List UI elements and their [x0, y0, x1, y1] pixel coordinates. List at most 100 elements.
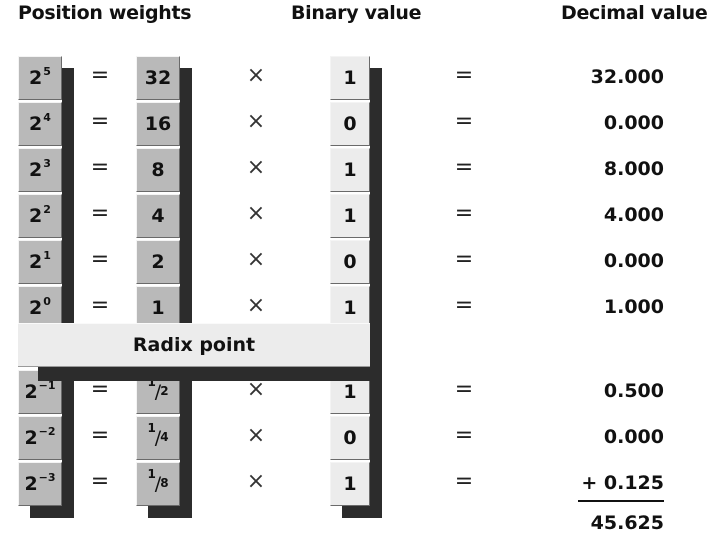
fraction-slash: /: [154, 381, 162, 403]
lower-equals-1: =: [90, 377, 110, 402]
upper-bit-cell-4: 0: [330, 240, 370, 284]
power-exponent: 0: [43, 294, 51, 308]
power-exponent: −3: [38, 470, 56, 484]
fraction-denominator: 4: [160, 430, 169, 444]
fraction-numerator: 1: [147, 375, 156, 389]
lower-bit-cell-2: 1: [330, 462, 370, 506]
upper-equals-2: =: [454, 293, 474, 318]
upper-equals-1: =: [90, 109, 110, 134]
upper-equals-1: =: [90, 293, 110, 318]
fraction-numerator: 1: [147, 467, 156, 481]
lower-times: ×: [246, 423, 266, 448]
lower-weight-cell-1: 1/4: [136, 416, 180, 460]
upper-equals-2: =: [454, 63, 474, 88]
header-decimal-value: Decimal value: [561, 2, 708, 24]
power-base: 2: [24, 473, 38, 495]
power-exponent: −2: [38, 424, 56, 438]
upper-bit-cell-2: 1: [330, 148, 370, 192]
bit-column-shadow: [370, 68, 382, 518]
upper-bit-cell-3: 1: [330, 194, 370, 238]
upper-weight-cell-3: 4: [136, 194, 180, 238]
fraction-denominator: 2: [160, 384, 169, 398]
upper-times: ×: [246, 201, 266, 226]
upper-equals-2: =: [454, 247, 474, 272]
weight-column-shadow: [180, 68, 192, 518]
power-base: 2: [29, 205, 43, 227]
power-exponent: 5: [43, 64, 51, 78]
power-exponent: 1: [43, 248, 51, 262]
power-base: 2: [29, 251, 43, 273]
upper-equals-2: =: [454, 109, 474, 134]
fraction-slash: /: [154, 473, 162, 495]
upper-weight-cell-5: 1: [136, 286, 180, 330]
power-exponent: 4: [43, 110, 51, 124]
upper-equals-1: =: [90, 201, 110, 226]
header-position-weights: Position weights: [18, 2, 192, 24]
power-base: 2: [29, 297, 43, 319]
radix-bar-shadow: [38, 367, 370, 381]
lower-equals-1: =: [90, 469, 110, 494]
fraction-weight: 1/2: [147, 375, 169, 403]
power-exponent: −1: [38, 378, 56, 392]
upper-equals-1: =: [90, 155, 110, 180]
power-column-bottom-shadow: [30, 506, 74, 518]
lower-weight-cell-2: 1/8: [136, 462, 180, 506]
lower-decimal-value-1: 0.000: [603, 426, 664, 448]
lower-decimal-value-2: + 0.125: [581, 472, 664, 494]
lower-power-cell-2: 2 −3: [18, 462, 62, 506]
power-base: 2: [24, 427, 38, 449]
power-base: 2: [29, 67, 43, 89]
bit-column-bottom-shadow: [342, 506, 382, 518]
power-exponent: 2: [43, 202, 51, 216]
upper-equals-1: =: [90, 63, 110, 88]
fraction-weight: 1/8: [147, 467, 169, 495]
radix-point-bar: Radix point: [18, 323, 370, 367]
upper-times: ×: [246, 63, 266, 88]
total-value: 45.625: [590, 512, 664, 534]
power-base: 2: [24, 381, 38, 403]
header-binary-value: Binary value: [291, 2, 422, 24]
lower-power-cell-1: 2 −2: [18, 416, 62, 460]
upper-times: ×: [246, 247, 266, 272]
lower-times: ×: [246, 469, 266, 494]
lower-decimal-value-0: 0.500: [603, 380, 664, 402]
power-base: 2: [29, 159, 43, 181]
upper-times: ×: [246, 155, 266, 180]
power-base: 2: [29, 113, 43, 135]
power-column-shadow: [62, 68, 74, 518]
upper-decimal-value-4: 0.000: [603, 250, 664, 272]
lower-equals-2: =: [454, 423, 474, 448]
upper-weight-cell-0: 32: [136, 56, 180, 100]
fraction-slash: /: [154, 427, 162, 449]
fraction-numerator: 1: [147, 421, 156, 435]
fraction-denominator: 8: [160, 476, 169, 490]
lower-equals-1: =: [90, 423, 110, 448]
upper-weight-cell-1: 16: [136, 102, 180, 146]
lower-bit-cell-1: 0: [330, 416, 370, 460]
upper-decimal-value-2: 8.000: [603, 158, 664, 180]
upper-bit-cell-0: 1: [330, 56, 370, 100]
weight-column-bottom-shadow: [148, 506, 192, 518]
upper-decimal-value-5: 1.000: [603, 296, 664, 318]
lower-times: ×: [246, 377, 266, 402]
lower-equals-2: =: [454, 469, 474, 494]
upper-weight-cell-4: 2: [136, 240, 180, 284]
upper-equals-2: =: [454, 155, 474, 180]
upper-equals-1: =: [90, 247, 110, 272]
upper-decimal-value-0: 32.000: [590, 66, 664, 88]
upper-decimal-value-3: 4.000: [603, 204, 664, 226]
sum-line: [578, 500, 664, 502]
upper-weight-cell-2: 8: [136, 148, 180, 192]
upper-equals-2: =: [454, 201, 474, 226]
lower-equals-2: =: [454, 377, 474, 402]
upper-bit-cell-1: 0: [330, 102, 370, 146]
power-exponent: 3: [43, 156, 51, 170]
upper-times: ×: [246, 109, 266, 134]
upper-times: ×: [246, 293, 266, 318]
